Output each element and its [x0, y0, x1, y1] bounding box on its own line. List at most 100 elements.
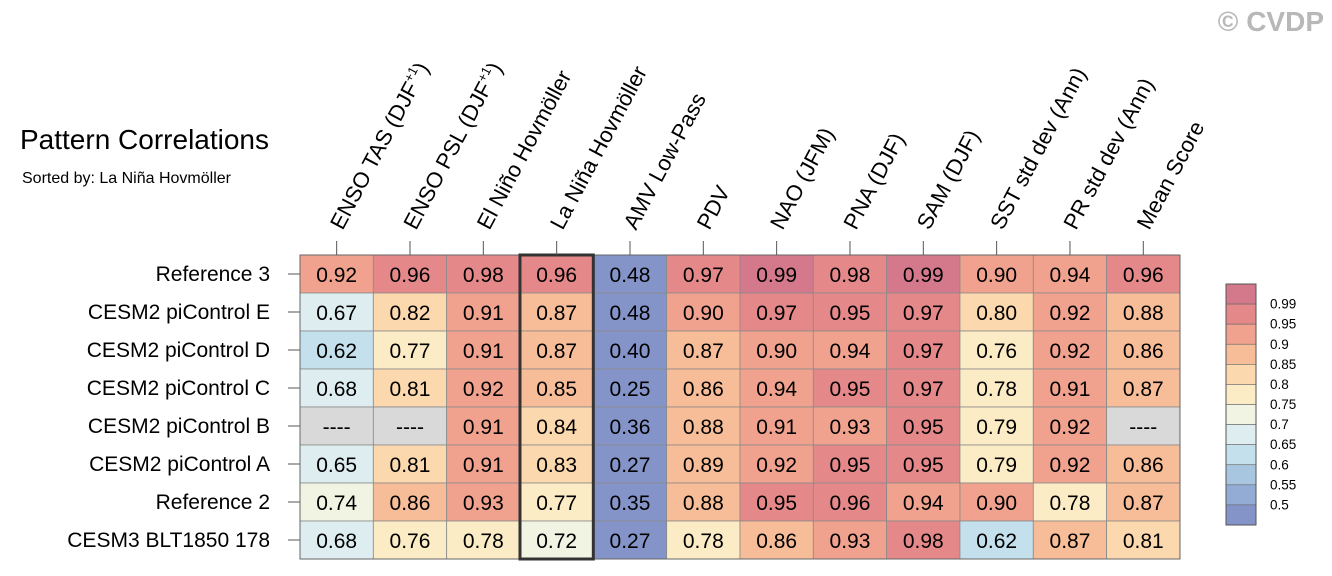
cell-value: 0.95 — [903, 454, 944, 477]
cell-value: 0.84 — [536, 416, 577, 439]
heatmap-cell — [372, 406, 448, 446]
colorbar-label: 0.65 — [1270, 437, 1296, 452]
cell-value: 0.91 — [1050, 378, 1091, 401]
chart-title: Pattern Correlations — [20, 124, 270, 155]
cell-value: 0.96 — [830, 492, 871, 515]
heatmap-cell — [1032, 330, 1108, 370]
heatmap-cell — [959, 368, 1034, 408]
row-label: Reference 2 — [156, 491, 270, 514]
colorbar-label: 0.6 — [1270, 457, 1289, 472]
heatmap-cell — [812, 254, 888, 294]
colorbar-swatch — [1225, 404, 1257, 425]
row-label: CESM2 piControl C — [87, 377, 270, 400]
cell-value: 0.48 — [610, 302, 651, 325]
row-label: CESM2 piControl A — [89, 453, 270, 476]
colorbar-swatch — [1225, 323, 1257, 345]
cell-value: 0.87 — [1050, 530, 1091, 553]
colorbar-swatch — [1225, 444, 1257, 466]
row-label: CESM2 piControl D — [87, 339, 270, 362]
colorbar-label: 0.85 — [1270, 357, 1296, 372]
cell-value: 0.76 — [976, 340, 1017, 363]
column-label: SAM (DJF) — [912, 126, 985, 234]
heatmap-cell — [592, 444, 668, 484]
cell-value: 0.91 — [463, 302, 504, 325]
cell-value: 0.95 — [830, 378, 871, 401]
heatmap-cell — [886, 292, 961, 332]
heatmap-cell — [886, 482, 961, 522]
cell-value: 0.81 — [390, 378, 431, 401]
cell-value: 0.91 — [756, 416, 797, 439]
cell-value: 0.72 — [536, 530, 577, 553]
heatmap-cell — [739, 444, 814, 484]
heatmap-cell — [372, 330, 448, 370]
cell-value: 0.94 — [830, 340, 871, 363]
heatmap-cell — [812, 444, 888, 484]
heatmap-cell — [886, 406, 961, 446]
cell-value: 0.90 — [976, 264, 1017, 287]
cell-value: 0.97 — [903, 302, 944, 325]
cell-value: 0.96 — [1123, 264, 1164, 287]
cell-value: 0.92 — [316, 264, 357, 287]
heatmap-cell — [1106, 330, 1181, 370]
cell-value: 0.77 — [536, 492, 577, 515]
heatmap-cell — [372, 482, 448, 522]
column-label: PNA (DJF) — [838, 129, 909, 234]
column-label: NAO (JFM) — [765, 123, 839, 233]
colorbar-border — [1225, 283, 1257, 526]
colorbar-swatch — [1225, 303, 1257, 325]
cell-value: 0.76 — [390, 530, 431, 553]
heatmap-cell — [739, 330, 814, 370]
cell-value: 0.93 — [830, 530, 871, 553]
heatmap-cell — [372, 520, 448, 560]
heatmap-cell — [1032, 520, 1108, 560]
colorbar-label: 0.7 — [1270, 417, 1289, 432]
cell-value: 0.98 — [830, 264, 871, 287]
cell-value: 0.92 — [1050, 454, 1091, 477]
colorbar-swatch — [1225, 464, 1257, 486]
cell-value: 0.80 — [976, 302, 1017, 325]
cell-value: 0.86 — [683, 378, 724, 401]
cell-value: 0.88 — [1123, 302, 1164, 325]
row-label: CESM3 BLT1850 178 — [67, 529, 270, 552]
cell-value: 0.27 — [610, 530, 651, 553]
heatmap-cell — [666, 330, 741, 370]
heatmap-cell — [666, 444, 741, 484]
row-label: CESM2 piControl E — [88, 301, 270, 324]
cell-value: 0.94 — [903, 492, 944, 515]
colorbar-label: 0.8 — [1270, 377, 1289, 392]
cell-value: 0.93 — [463, 492, 504, 515]
colorbar-swatch — [1225, 343, 1257, 365]
heatmap-cell — [739, 482, 814, 522]
heatmap-cell — [299, 482, 374, 522]
heatmap-cell — [666, 292, 741, 332]
cell-value: 0.81 — [1123, 530, 1164, 553]
heatmap-cell — [959, 520, 1034, 560]
heatmap-cell — [299, 444, 374, 484]
cell-value: 0.95 — [756, 492, 797, 515]
cell-value: 0.67 — [316, 302, 357, 325]
heatmap-cell — [299, 406, 374, 446]
cell-value: ---- — [396, 416, 424, 439]
cell-value: 0.92 — [1050, 340, 1091, 363]
cell-value: 0.74 — [316, 492, 357, 515]
heatmap-cell — [446, 330, 521, 370]
cell-value: 0.97 — [903, 378, 944, 401]
cell-value: 0.86 — [390, 492, 431, 515]
cell-value: 0.86 — [756, 530, 797, 553]
colorbar-swatch — [1225, 364, 1257, 385]
heatmap-cell — [812, 482, 888, 522]
heatmap-cell — [519, 330, 594, 370]
heatmap-cell — [886, 330, 961, 370]
cell-value: 0.87 — [536, 340, 577, 363]
heatmap-cell — [299, 330, 374, 370]
heatmap-cell — [666, 482, 741, 522]
cell-value: 0.87 — [1123, 492, 1164, 515]
cell-value: 0.91 — [463, 340, 504, 363]
cell-value: 0.95 — [830, 454, 871, 477]
heatmap-cell — [812, 368, 888, 408]
cell-value: 0.95 — [830, 302, 871, 325]
heatmap-cell — [666, 368, 741, 408]
heatmap-cell — [446, 482, 521, 522]
cell-value: 0.93 — [830, 416, 871, 439]
